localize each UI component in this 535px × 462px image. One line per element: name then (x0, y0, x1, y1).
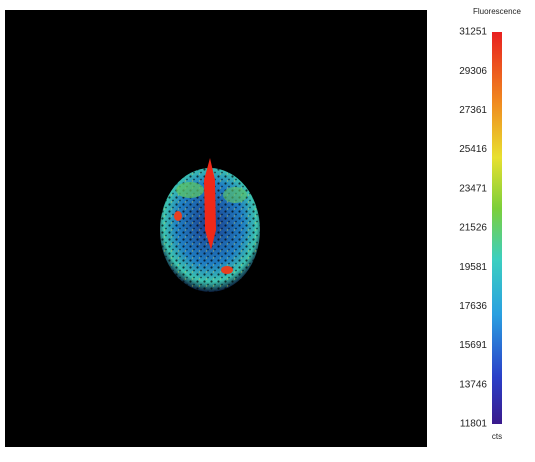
tick-label: 23471 (459, 183, 487, 194)
tick-label: 13746 (459, 379, 487, 390)
tick-label: 19581 (459, 262, 487, 273)
tick-label: 25416 (459, 144, 487, 155)
hotspot (174, 211, 182, 221)
tick-label: 17636 (459, 301, 487, 312)
hotspot (176, 182, 204, 198)
colorbar-ticks: 31251 29306 27361 25416 23471 21526 19581 17636… (459, 27, 487, 430)
tick-label: 31251 (459, 27, 487, 38)
tick-label: 29306 (459, 66, 487, 77)
colorbar-unit: cts (492, 432, 502, 441)
colorbar-title: Fluorescence (473, 7, 522, 16)
fluorescence-signal (160, 158, 260, 292)
midline-signal (204, 158, 216, 250)
tick-label: 27361 (459, 105, 487, 116)
hotspot (223, 187, 247, 203)
tick-label: 21526 (459, 223, 487, 234)
hotspot (221, 266, 233, 274)
tick-label: 11801 (460, 419, 488, 430)
colorbar (492, 32, 502, 424)
tick-label: 15691 (459, 340, 487, 351)
